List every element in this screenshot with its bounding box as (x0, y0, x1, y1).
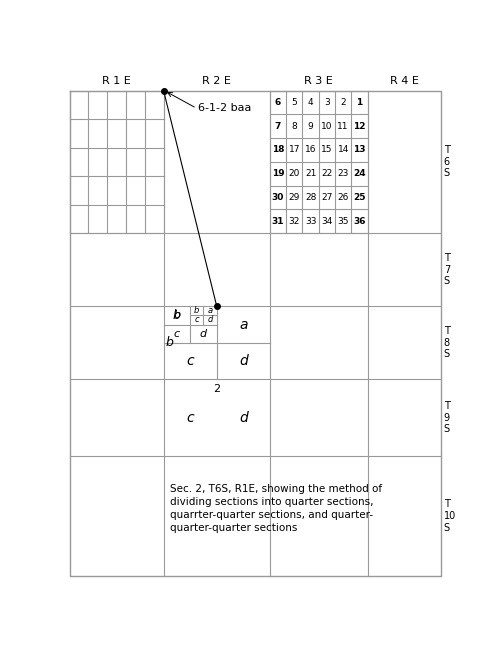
Text: d: d (239, 354, 248, 368)
Text: 1: 1 (357, 98, 363, 107)
Text: 26: 26 (338, 193, 349, 202)
Text: 28: 28 (305, 193, 316, 202)
Text: 17: 17 (288, 146, 300, 154)
Text: 35: 35 (338, 217, 349, 226)
Text: d: d (239, 411, 248, 425)
Text: R 2 E: R 2 E (202, 76, 231, 86)
Text: b: b (173, 310, 180, 320)
Text: 30: 30 (272, 193, 284, 202)
Text: 8: 8 (291, 122, 297, 130)
Text: Sec. 2, T6S, R1E, showing the method of
dividing sections into quarter sections,: Sec. 2, T6S, R1E, showing the method of … (170, 484, 382, 533)
Text: 33: 33 (305, 217, 316, 226)
Text: 36: 36 (353, 217, 366, 226)
Text: 6-1-2 baa: 6-1-2 baa (198, 103, 251, 113)
Text: 22: 22 (321, 169, 333, 178)
Text: 14: 14 (338, 146, 349, 154)
Text: b: b (173, 309, 181, 322)
Text: 18: 18 (272, 146, 284, 154)
Text: 2: 2 (341, 98, 346, 107)
Text: 4: 4 (308, 98, 313, 107)
Text: d: d (200, 329, 207, 339)
Text: 12: 12 (353, 122, 366, 130)
Text: T
8
S: T 8 S (444, 326, 450, 359)
Text: 34: 34 (321, 217, 333, 226)
Text: 13: 13 (353, 146, 366, 154)
Text: 29: 29 (289, 193, 300, 202)
Text: 19: 19 (272, 169, 284, 178)
Text: 3: 3 (324, 98, 330, 107)
Text: 6: 6 (275, 98, 281, 107)
Text: c: c (174, 329, 180, 339)
Text: 16: 16 (305, 146, 316, 154)
Text: R 1 E: R 1 E (102, 76, 131, 86)
Text: 32: 32 (289, 217, 300, 226)
Text: c: c (195, 316, 199, 324)
Text: d: d (207, 316, 213, 324)
Text: c: c (186, 354, 194, 368)
Text: 24: 24 (353, 169, 366, 178)
Text: 23: 23 (338, 169, 349, 178)
Text: b: b (165, 336, 173, 349)
Text: 2: 2 (213, 384, 220, 394)
Text: 15: 15 (321, 146, 333, 154)
Text: 10: 10 (321, 122, 333, 130)
Text: a: a (239, 318, 248, 331)
Text: 7: 7 (275, 122, 281, 130)
Text: c: c (186, 411, 194, 425)
Text: 11: 11 (338, 122, 349, 130)
Text: T
6
S: T 6 S (444, 145, 450, 179)
Text: 27: 27 (321, 193, 333, 202)
Text: 5: 5 (291, 98, 297, 107)
Text: 31: 31 (272, 217, 284, 226)
Text: T
9
S: T 9 S (444, 401, 450, 434)
Text: T
10
S: T 10 S (444, 500, 456, 532)
Text: T
7
S: T 7 S (444, 253, 450, 286)
Text: 9: 9 (308, 122, 313, 130)
Text: 20: 20 (289, 169, 300, 178)
Text: 25: 25 (353, 193, 366, 202)
Text: R 4 E: R 4 E (390, 76, 419, 86)
Text: R 3 E: R 3 E (304, 76, 333, 86)
Text: 21: 21 (305, 169, 316, 178)
Text: b: b (194, 306, 200, 315)
Text: a: a (208, 306, 213, 315)
